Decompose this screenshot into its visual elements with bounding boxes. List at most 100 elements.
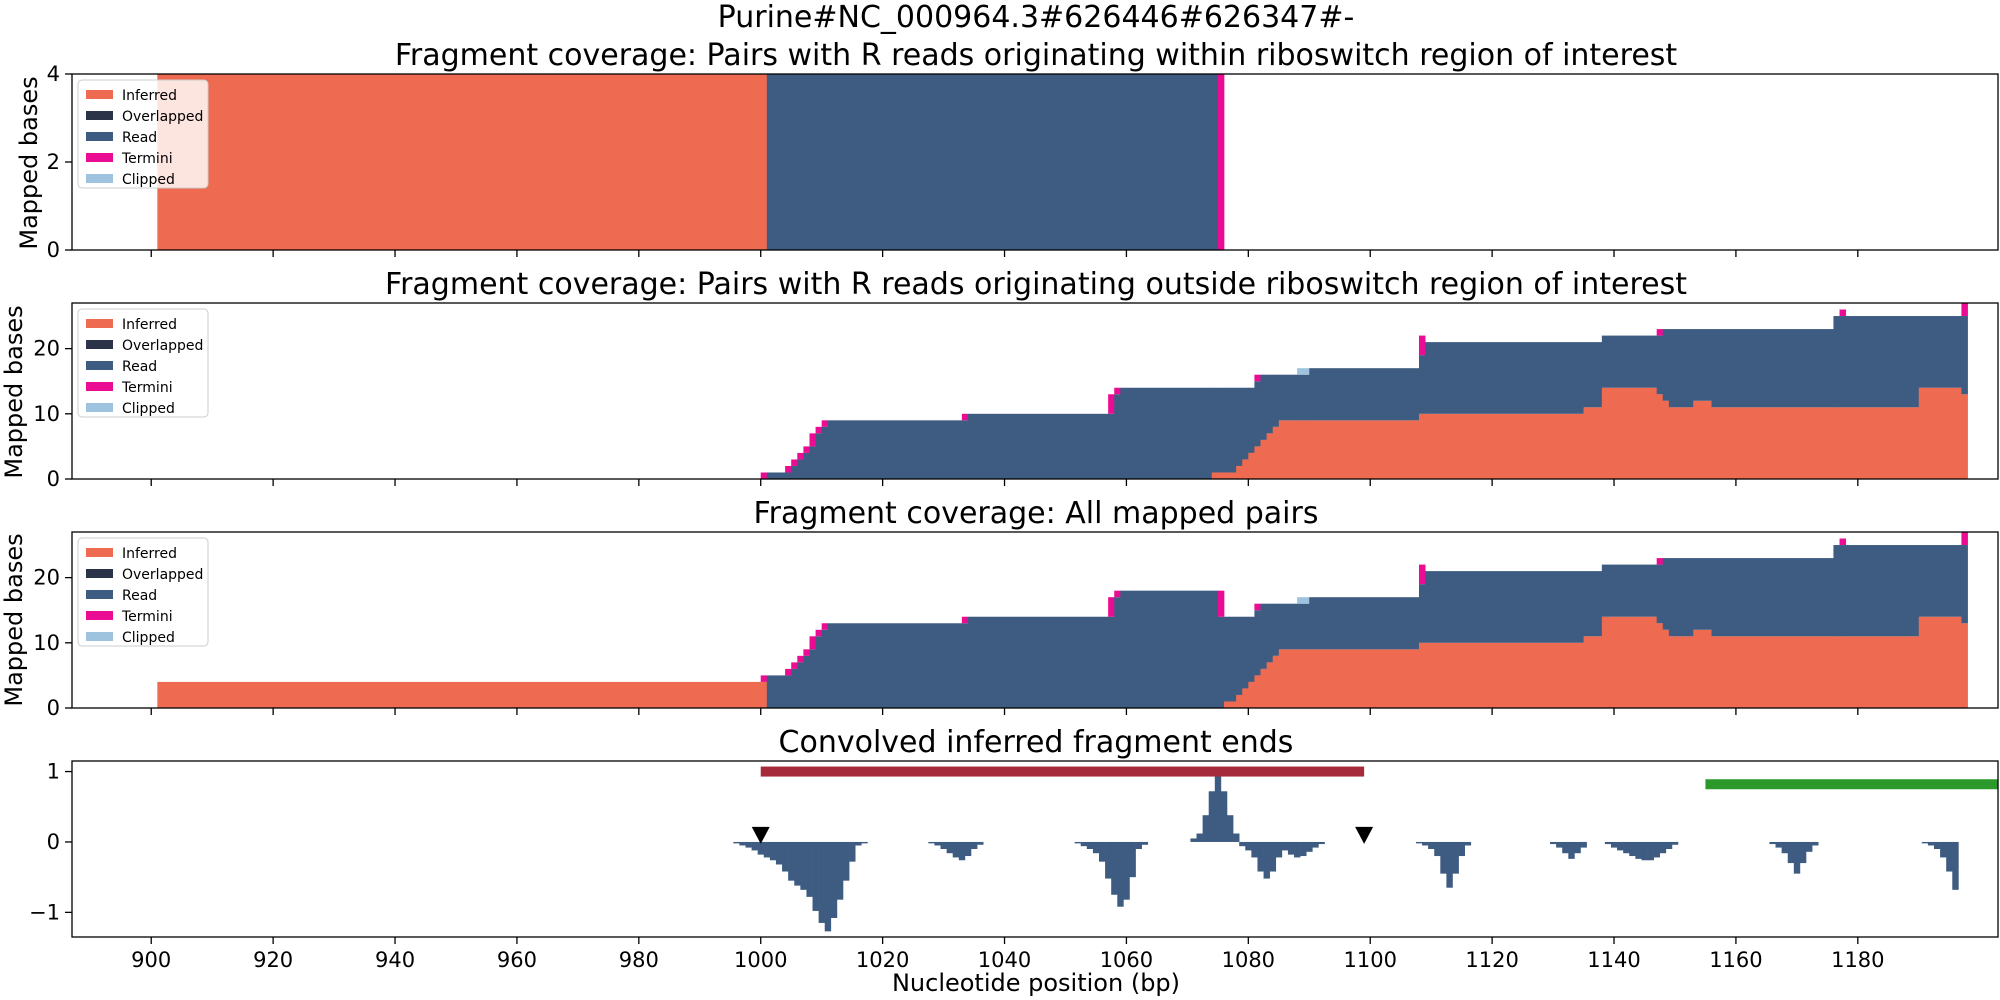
xtick-label: 1140 — [1587, 948, 1640, 972]
ytick-label: 10 — [33, 402, 60, 426]
coverage-read-segment — [1211, 387, 1231, 473]
ytick-label: 0 — [47, 696, 60, 720]
legend-swatch-inferred — [86, 548, 113, 557]
convolved-bar — [1446, 841, 1453, 888]
legend-label-clipped: Clipped — [122, 172, 175, 188]
coverage-read-segment — [1418, 355, 1426, 414]
convolved-bar — [1306, 841, 1313, 852]
coverage-inferred-segment — [1918, 387, 1962, 479]
boundary-marker-triangle — [751, 826, 770, 844]
coverage-termini-segment — [821, 420, 829, 427]
coverage-read-segment — [1845, 545, 1920, 637]
coverage-read-segment — [1595, 342, 1603, 408]
coverage-read-segment — [1248, 616, 1255, 682]
panel2-title: Fragment coverage: Pairs with R reads or… — [385, 267, 1687, 302]
convolved-bar — [1117, 841, 1124, 907]
coverage-inferred-segment — [1248, 681, 1255, 708]
convolved-bar — [1568, 841, 1575, 859]
convolved-bar — [1300, 841, 1307, 857]
coverage-read-segment — [967, 616, 1109, 708]
convolved-bar — [1653, 841, 1661, 858]
convolved-bar — [1927, 841, 1935, 846]
xtick-label: 1000 — [734, 948, 787, 972]
convolved-bar — [1921, 841, 1929, 844]
coverage-inferred-segment — [1601, 616, 1658, 708]
coverage-read-segment — [766, 74, 1219, 250]
convolved-bar — [739, 841, 746, 846]
legend-swatch-overlapped — [86, 111, 113, 120]
legend-label-inferred: Inferred — [122, 317, 177, 333]
coverage-read-segment — [1297, 603, 1310, 650]
convolved-bar — [1123, 841, 1130, 900]
convolved-bar — [964, 841, 972, 857]
convolved-bar — [1647, 841, 1654, 861]
coverage-inferred-segment — [1254, 446, 1261, 479]
convolved-bar — [1574, 841, 1581, 854]
coverage-read-segment — [1248, 387, 1255, 453]
coverage-termini-segment — [961, 616, 969, 624]
figure-suptitle: Purine#NC_000964.3#626446#626347#- — [718, 0, 1355, 35]
convolved-bar — [849, 841, 856, 862]
coverage-read-segment — [1266, 603, 1274, 663]
convolved-bar — [1781, 841, 1789, 854]
panel1-ylabel: Mapped bases — [15, 76, 43, 249]
coverage-inferred-segment — [1309, 420, 1420, 479]
convolved-bar — [1275, 841, 1283, 858]
coverage-inferred-segment — [1230, 701, 1237, 708]
convolved-bar — [1318, 841, 1325, 845]
convolved-bar — [971, 841, 978, 849]
coverage-termini-segment — [809, 636, 816, 650]
convolved-bar — [1550, 841, 1557, 845]
coverage-read-segment — [1418, 584, 1426, 643]
coverage-termini-segment — [1108, 597, 1115, 617]
convolved-bar — [1580, 841, 1587, 848]
convolved-bar — [855, 841, 862, 846]
boundary-marker-triangle — [1355, 826, 1374, 844]
coverage-read-segment — [1114, 597, 1121, 708]
coverage-clipped-segment — [1297, 597, 1310, 604]
coverage-inferred-segment — [1260, 668, 1268, 708]
convolved-bar — [1665, 841, 1673, 849]
convolved-bar — [1452, 841, 1459, 874]
convolved-bar — [836, 841, 844, 900]
convolved-bar — [1562, 841, 1569, 854]
coverage-inferred-segment — [1425, 413, 1584, 479]
legend-label-read: Read — [122, 588, 157, 604]
legend-swatch-overlapped — [86, 340, 113, 349]
convolved-bar — [794, 841, 801, 886]
coverage-read-segment — [1583, 342, 1591, 408]
legend-label-termini: Termini — [121, 609, 173, 625]
coverage-inferred-segment — [157, 681, 762, 708]
panel-convolved-ends: −1 0 1 900 920 940 960 980 1000 1020 1040 1060 1080 1… — [29, 760, 1999, 972]
coverage-read-segment — [1217, 616, 1225, 708]
coverage-inferred-segment — [1656, 394, 1664, 479]
convolved-bar — [1092, 841, 1100, 854]
convolved-bar — [1946, 841, 1953, 872]
coverage-read-segment — [791, 465, 798, 479]
legend-swatch-read — [86, 132, 113, 141]
convolved-bar — [1111, 841, 1118, 895]
convolved-bar — [1281, 841, 1289, 851]
coverage-read-segment — [797, 459, 804, 479]
convolved-bar — [1098, 841, 1106, 862]
coverage-inferred-segment — [1260, 439, 1268, 479]
coverage-inferred-segment — [1693, 400, 1712, 479]
coverage-inferred-segment — [1595, 407, 1603, 479]
coverage-inferred-segment — [1662, 629, 1670, 708]
convolved-bar — [1239, 841, 1246, 847]
convolved-bar — [1806, 841, 1813, 852]
coverage-read-segment — [1278, 374, 1298, 421]
convolved-bar — [824, 841, 832, 932]
coverage-inferred-segment — [1309, 649, 1420, 708]
xtick-label: 1120 — [1465, 948, 1518, 972]
riboswitch-region-bar — [760, 766, 1365, 777]
coverage-read-segment — [791, 668, 798, 708]
coverage-read-segment — [809, 446, 816, 479]
coverage-read-segment — [785, 472, 792, 479]
panel3-ylabel: Mapped bases — [0, 533, 28, 706]
coverage-read-segment — [809, 649, 816, 708]
coverage-termini-segment — [1961, 303, 1968, 317]
convolved-bar — [1610, 841, 1618, 848]
xtick-label: 980 — [619, 948, 659, 972]
coverage-read-segment — [1254, 381, 1261, 447]
